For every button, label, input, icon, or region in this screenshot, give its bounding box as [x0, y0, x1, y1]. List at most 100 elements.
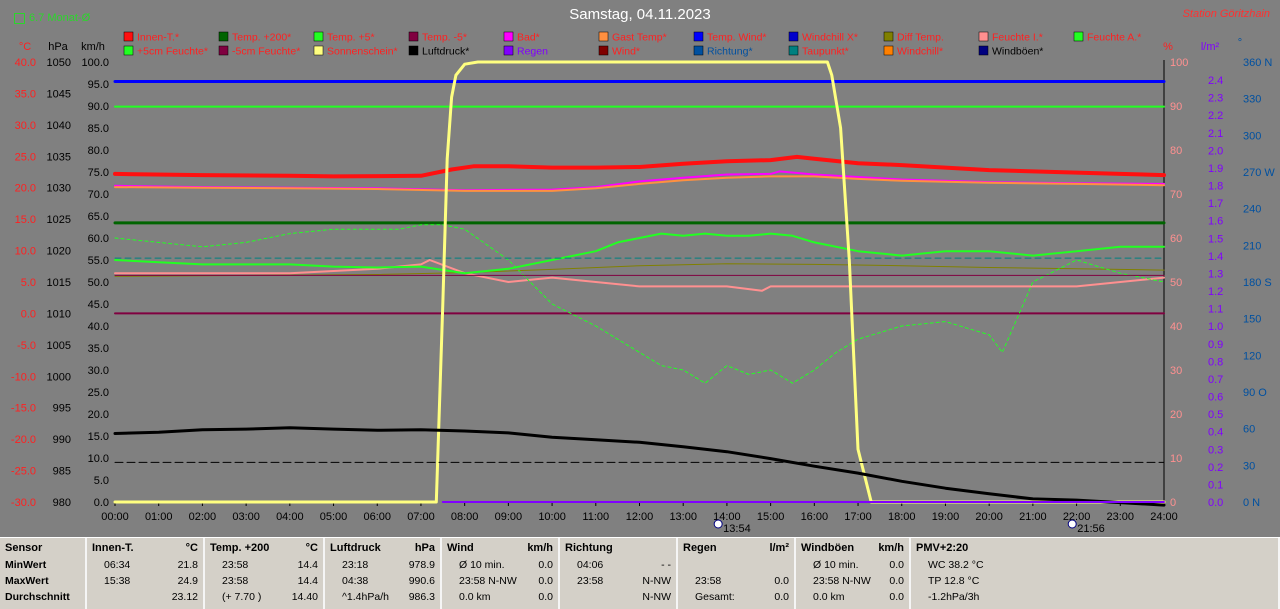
speed-tick-label: 65.0	[88, 211, 109, 223]
direction-tick-label: 0 N	[1243, 497, 1260, 509]
stats-unit: km/h	[527, 542, 553, 554]
monthly-average-label: 6.7 Monat-Ø	[29, 12, 91, 24]
legend-label: Diff Temp.	[897, 32, 944, 44]
stats-time: 23:58	[222, 575, 249, 587]
rain-tick-label: 0.5	[1208, 409, 1223, 421]
x-tick-label: 19:00	[932, 511, 960, 523]
rain-tick-label: 2.0	[1208, 145, 1223, 157]
x-tick-label: 09:00	[495, 511, 523, 523]
rain-tick-label: 2.2	[1208, 110, 1223, 122]
pressure-tick-label: 1015	[47, 277, 71, 289]
stats-time: 06:34	[104, 559, 131, 571]
humidity-tick-label: 20	[1170, 409, 1182, 421]
x-tick-label: 05:00	[320, 511, 348, 523]
speed-tick-label: 5.0	[94, 475, 109, 487]
legend-label: Luftdruck*	[422, 46, 469, 58]
stats-value: 0.0	[538, 559, 553, 571]
direction-tick-label: 150	[1243, 314, 1261, 326]
direction-tick-label: 90 O	[1243, 387, 1267, 399]
direction-tick-label: 300	[1243, 130, 1261, 142]
x-tick-label: 02:00	[189, 511, 217, 523]
rain-tick-label: 1.3	[1208, 268, 1223, 280]
rain-tick-label: 1.7	[1208, 198, 1223, 210]
stats-sensor-name: PMV+2:20	[916, 542, 969, 554]
stats-column: Wind km/h Ø 10 min. 0.0 23:58 N-NW 0.0 0.0 km 0…	[442, 538, 560, 609]
temp-tick-label: -5.0	[17, 340, 36, 352]
temp-tick-label: -25.0	[11, 466, 36, 478]
rain-tick-label: 1.1	[1208, 304, 1223, 316]
statistics-panel: Sensor MinWert MaxWert Durchschnitt Innen-T.…	[0, 537, 1280, 609]
stats-value: 0.0	[889, 559, 904, 571]
pressure-tick-label: 1035	[47, 151, 71, 163]
legend-label: Windböen*	[992, 46, 1043, 58]
stats-row: Gesamt: 0.0	[683, 591, 789, 607]
weather-chart: Innen-T.* Temp. +200* Temp. +5* Temp. -5* Ba…	[11, 31, 1275, 536]
speed-tick-label: 20.0	[88, 409, 109, 421]
station-name: Station Göritzhain	[1182, 8, 1270, 20]
pressure-tick-label: 1050	[47, 57, 71, 69]
x-tick-label: 01:00	[145, 511, 173, 523]
x-tick-label: 23:00	[1107, 511, 1135, 523]
pressure-tick-label: 1040	[47, 120, 71, 132]
x-tick-label: 15:00	[757, 511, 785, 523]
stats-column-header: Temp. +200 °C	[210, 542, 318, 559]
stats-unit: km/h	[878, 542, 904, 554]
x-tick-label: 17:00	[844, 511, 872, 523]
direction-tick-label: 330	[1243, 94, 1261, 106]
sunrise-marker-icon	[713, 519, 723, 529]
humidity-tick-label: 60	[1170, 233, 1182, 245]
temp-tick-label: 35.0	[15, 88, 36, 100]
stats-time: TP 12.8 °C	[928, 575, 980, 587]
stats-row: 23:58 14.4	[210, 559, 318, 575]
rain-tick-label: 1.4	[1208, 251, 1223, 263]
temp-tick-label: 40.0	[15, 57, 36, 69]
speed-tick-label: 45.0	[88, 299, 109, 311]
stats-sensor-name: Innen-T.	[92, 542, 134, 554]
legend-swatch	[503, 45, 514, 56]
temp-tick-label: 10.0	[15, 246, 36, 258]
series-innen-t	[113, 154, 1166, 179]
stats-row: 0.0 km 0.0	[447, 591, 553, 607]
stats-value: N-NW	[642, 575, 671, 587]
stats-column-header: Innen-T. °C	[92, 542, 198, 559]
legend-swatch	[978, 31, 989, 42]
stats-time: 23:58	[222, 559, 249, 571]
rain-tick-label: 0.6	[1208, 392, 1223, 404]
stats-time: (+ 7.70 )	[222, 591, 262, 603]
x-tick-label: 07:00	[407, 511, 435, 523]
stats-row: TP 12.8 °C	[916, 575, 1273, 591]
legend-label: Regen	[517, 46, 548, 58]
direction-unit-label: °	[1238, 37, 1242, 49]
speed-tick-label: 85.0	[88, 123, 109, 135]
pressure-tick-label: 1005	[47, 340, 71, 352]
monthly-average-toggle[interactable]: 6.7 Monat-Ø	[14, 12, 90, 24]
stats-row: 0.0 km 0.0	[801, 591, 904, 607]
legend-label: -5cm Feuchte*	[232, 46, 300, 58]
checkbox-icon[interactable]	[14, 12, 25, 24]
rain-tick-label: 2.4	[1208, 75, 1223, 87]
stats-row: Ø 10 min. 0.0	[801, 559, 904, 575]
stats-time: MinWert	[5, 559, 47, 571]
stats-time: Gesamt:	[695, 591, 735, 603]
legend-label: Sonnenschein*	[327, 46, 398, 58]
speed-tick-label: 35.0	[88, 343, 109, 355]
stats-row	[683, 559, 789, 575]
stats-time: -1.2hPa/3h	[928, 591, 980, 603]
temp-tick-label: -10.0	[11, 371, 36, 383]
temp-tick-label: 30.0	[15, 120, 36, 132]
sunset-marker-time: 21:56	[1077, 523, 1105, 535]
stats-value: 21.8	[177, 559, 198, 571]
legend-swatch	[408, 31, 419, 42]
legend-swatch	[598, 31, 609, 42]
legend-swatch	[503, 31, 514, 42]
temp-tick-label: 15.0	[15, 214, 36, 226]
x-tick-label: 08:00	[451, 511, 479, 523]
x-tick-label: 18:00	[888, 511, 916, 523]
legend-swatch	[313, 45, 324, 56]
x-tick-label: 06:00	[363, 511, 391, 523]
stats-time: 15:38	[104, 575, 131, 587]
stats-value: 14.4	[297, 559, 318, 571]
rain-tick-label: 1.0	[1208, 321, 1223, 333]
stats-row: 23:18 978.9	[330, 559, 435, 575]
rain-tick-label: 1.2	[1208, 286, 1223, 298]
